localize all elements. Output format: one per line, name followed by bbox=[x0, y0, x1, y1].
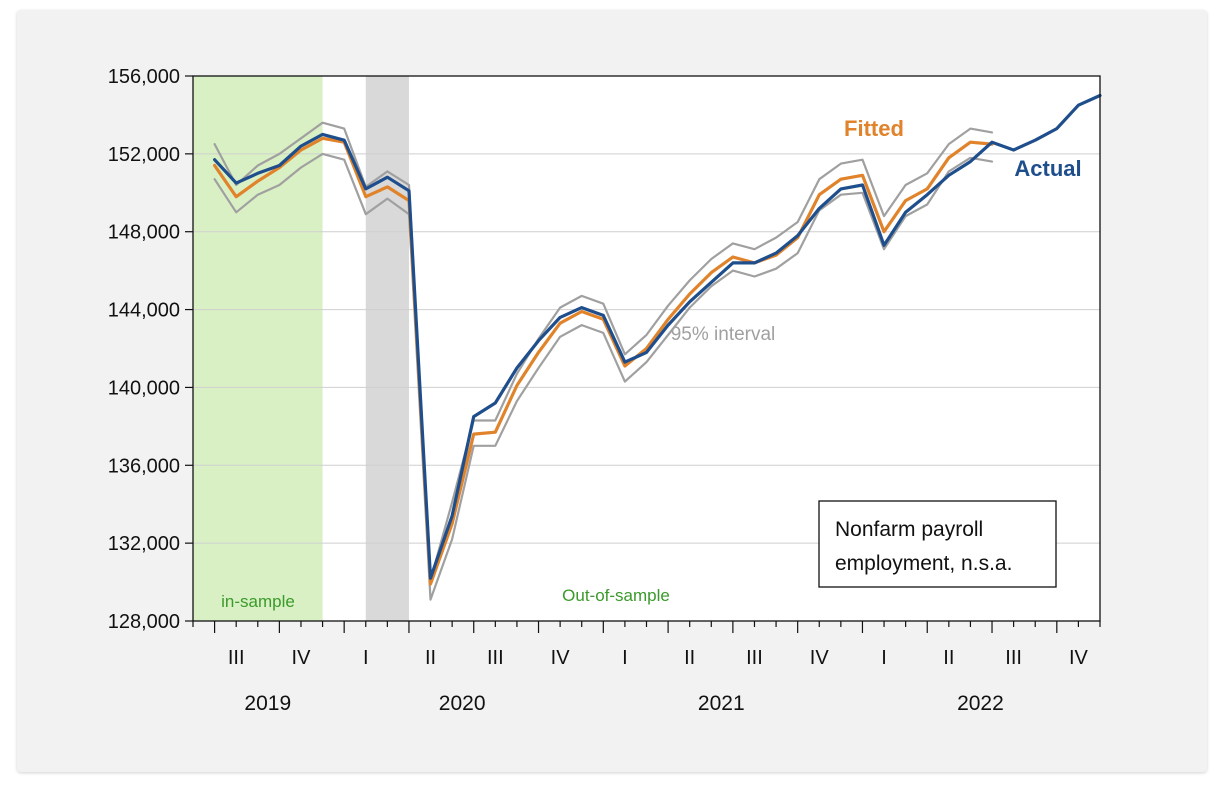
x-quarter-label: II bbox=[425, 647, 436, 669]
actual-label: Actual bbox=[1014, 156, 1081, 181]
y-tick-label: 128,000 bbox=[108, 611, 180, 633]
x-quarter-label: IV bbox=[551, 647, 571, 669]
description-box: Nonfarm payroll employment, n.s.a. bbox=[818, 500, 1057, 588]
x-year-label: 2019 bbox=[244, 692, 291, 715]
chart: 128,000 132,000 136,000 140,000 144,000 148,0… bbox=[108, 66, 1102, 715]
x-quarter-label: II bbox=[684, 647, 695, 669]
x-quarter-label: II bbox=[943, 647, 954, 669]
y-tick-label: 152,000 bbox=[108, 144, 180, 166]
x-year-label: 2021 bbox=[698, 692, 745, 715]
y-tick-label: 148,000 bbox=[108, 222, 180, 244]
interval-label: 95% interval bbox=[671, 324, 776, 345]
series-line-95-interval bbox=[213, 121, 994, 582]
x-quarter-label: III bbox=[746, 647, 763, 669]
box-line-1: Nonfarm payroll bbox=[835, 518, 983, 541]
x-quarter-label: III bbox=[228, 647, 245, 669]
x-quarter-label: IV bbox=[292, 647, 312, 669]
x-quarter-label: III bbox=[1005, 647, 1022, 669]
x-quarter-label: I bbox=[881, 647, 887, 669]
y-tick-label: 140,000 bbox=[108, 377, 180, 399]
x-year-label: 2022 bbox=[957, 692, 1004, 715]
x-quarter-label: IV bbox=[1069, 647, 1089, 669]
x-year-label: 2020 bbox=[439, 692, 486, 715]
in-sample-label: in-sample bbox=[221, 592, 295, 611]
x-quarter-label: I bbox=[363, 647, 369, 669]
recession-shading bbox=[365, 76, 409, 621]
out-of-sample-label: Out-of-sample bbox=[562, 586, 670, 605]
x-quarter-label: III bbox=[487, 647, 504, 669]
series-lines bbox=[213, 93, 1102, 601]
y-tick-label: 132,000 bbox=[108, 533, 180, 555]
x-quarter-label: I bbox=[622, 647, 628, 669]
axes: 128,000 132,000 136,000 140,000 144,000 148,0… bbox=[108, 66, 1101, 715]
y-tick-label: 144,000 bbox=[108, 300, 180, 322]
y-tick-label: 156,000 bbox=[108, 66, 180, 88]
x-quarter-label: IV bbox=[810, 647, 830, 669]
series-line-95-interval-lower bbox=[213, 152, 994, 601]
in-sample-shading bbox=[193, 76, 323, 621]
series-line-actual bbox=[213, 93, 1102, 580]
y-tick-label: 136,000 bbox=[108, 455, 180, 477]
chart-card: 128,000 132,000 136,000 140,000 144,000 148,0… bbox=[17, 10, 1207, 772]
fitted-label: Fitted bbox=[844, 116, 904, 141]
box-line-2: employment, n.s.a. bbox=[835, 552, 1012, 575]
